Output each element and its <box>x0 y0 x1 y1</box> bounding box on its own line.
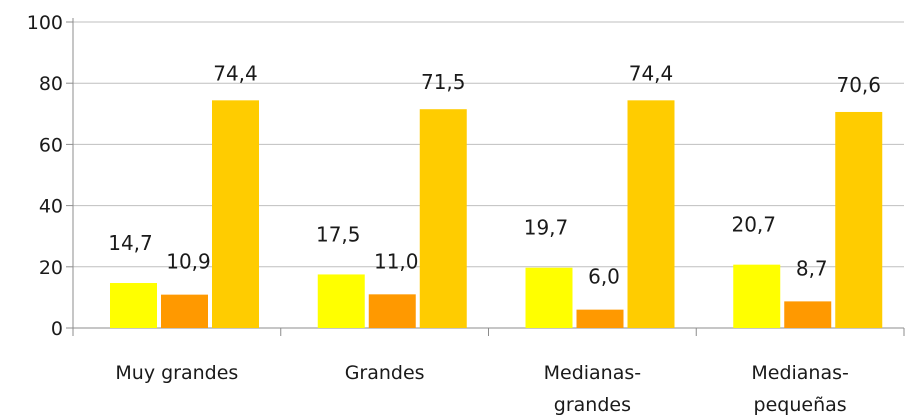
bar <box>317 274 365 328</box>
data-label: 14,7 <box>108 231 153 255</box>
y-tick-label: 80 <box>39 73 63 95</box>
bar <box>525 267 573 328</box>
data-label: 6,0 <box>588 265 620 289</box>
bar <box>627 100 675 328</box>
x-category-label: Muy grandes <box>115 362 238 384</box>
y-tick-label: 40 <box>39 196 63 218</box>
y-tick-label: 0 <box>51 318 63 340</box>
y-tick-label: 60 <box>39 134 63 156</box>
data-label: 74,4 <box>213 61 258 85</box>
bar <box>733 264 781 328</box>
data-label: 20,7 <box>731 213 776 237</box>
data-label: 71,5 <box>421 70 466 94</box>
data-label: 10,9 <box>166 250 211 274</box>
y-tick-label: 100 <box>27 12 63 34</box>
data-label: 70,6 <box>836 73 881 97</box>
bars <box>110 100 883 329</box>
x-category-label: grandes <box>554 394 631 416</box>
x-category-label: pequeñas <box>754 394 847 416</box>
bar <box>368 294 416 328</box>
bar <box>576 309 624 328</box>
data-label: 11,0 <box>374 249 419 273</box>
bar <box>835 111 883 329</box>
x-category-label: Grandes <box>345 362 425 384</box>
bar <box>419 109 467 329</box>
data-labels: 14,7 17,5 19,7 20,7 10,9 11,0 6,0 8,7 74,4 71,5 74… <box>108 61 881 288</box>
data-label: 17,5 <box>316 222 361 246</box>
data-label: 19,7 <box>524 216 569 240</box>
y-tick-label: 20 <box>39 257 63 279</box>
gridlines <box>73 21 904 268</box>
data-label: 74,4 <box>629 61 674 85</box>
data-label: 8,7 <box>796 256 828 280</box>
bar <box>212 100 259 328</box>
bar <box>784 301 832 328</box>
bar <box>110 283 157 328</box>
x-category-label: Medianas- <box>544 362 642 384</box>
x-category-label: Medianas- <box>751 362 849 384</box>
bar <box>161 294 208 328</box>
